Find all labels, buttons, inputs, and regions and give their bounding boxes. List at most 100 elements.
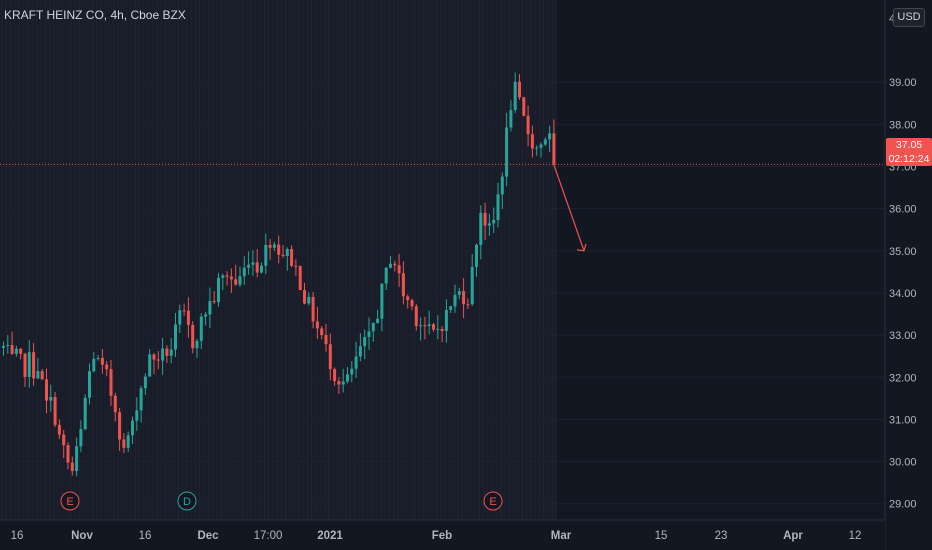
candle-body — [96, 357, 100, 359]
candle-body — [509, 110, 513, 128]
candle-body — [505, 127, 509, 177]
candle-body — [500, 176, 504, 195]
candle-body — [191, 324, 195, 349]
candle-body — [23, 353, 27, 377]
candle-body — [105, 364, 109, 370]
candle-body — [380, 283, 384, 319]
candle-body — [53, 396, 57, 425]
candle-body — [113, 395, 117, 413]
candle-body — [363, 337, 367, 347]
candle-body — [475, 244, 478, 267]
candle-body — [27, 352, 31, 377]
candle-body — [440, 328, 444, 331]
candle-body — [268, 244, 272, 248]
candle-body — [75, 446, 79, 472]
x-tick-label: Nov — [71, 530, 93, 542]
candle-body — [294, 265, 298, 267]
candle-body — [251, 262, 255, 265]
candle-body — [492, 219, 496, 224]
candle-body — [513, 81, 517, 111]
candle-body — [298, 266, 302, 291]
symbol-title: KRAFT HEINZ CO, 4h, Cboe BZX — [4, 8, 186, 22]
candle-body — [131, 420, 134, 436]
x-tick-label: Apr — [783, 530, 803, 542]
candle-body — [303, 290, 306, 304]
candle-body — [466, 304, 470, 306]
candle-body — [178, 310, 182, 325]
candle-body — [367, 331, 371, 338]
candle-body — [354, 356, 358, 369]
candle-body — [470, 266, 474, 305]
candle-body — [548, 133, 552, 140]
y-tick-label: 34.00 — [889, 288, 917, 300]
candle-body — [358, 346, 362, 357]
candle-body — [522, 97, 526, 116]
candle-body — [432, 324, 435, 330]
candle-body — [83, 397, 87, 430]
y-tick-label: 39.00 — [889, 77, 917, 89]
candle-body — [543, 139, 547, 145]
candle-body — [384, 267, 388, 284]
candle-body — [328, 344, 332, 370]
currency-button[interactable]: USD — [893, 8, 925, 27]
candle-body — [122, 439, 126, 448]
event-marker-dividend[interactable] — [177, 491, 197, 511]
candle-body — [427, 324, 431, 326]
candle-body — [238, 276, 242, 285]
candle-body — [143, 376, 147, 389]
drawing-arrow[interactable] — [552, 162, 585, 252]
candle-body — [135, 410, 139, 421]
y-tick-label: 36.00 — [889, 204, 917, 216]
candle-body — [535, 147, 539, 149]
candle-body — [479, 212, 483, 245]
candle-body — [88, 371, 91, 398]
candle-body — [6, 345, 10, 347]
x-tick-label: 23 — [715, 530, 728, 542]
candle-body — [453, 294, 457, 307]
candle-body — [350, 368, 354, 375]
x-tick-label: 17:00 — [254, 530, 283, 542]
candle-body — [212, 301, 216, 303]
y-tick-label: 32.00 — [889, 372, 917, 384]
candle-body — [2, 345, 5, 348]
candle-body — [376, 318, 380, 323]
candle-body — [462, 291, 466, 305]
candle-body — [277, 244, 281, 255]
x-tick-label: Dec — [197, 530, 219, 542]
candle-body — [496, 194, 500, 220]
price-axis[interactable] — [885, 0, 932, 550]
x-tick-label: 16 — [11, 530, 24, 542]
candle-body — [161, 348, 165, 361]
y-tick-label-top: 4 — [889, 13, 895, 25]
y-tick-label: 31.00 — [889, 414, 917, 426]
candle-body — [247, 264, 251, 268]
candle-body — [19, 348, 23, 354]
candle-body — [315, 321, 319, 329]
candle-body — [14, 348, 18, 354]
candle-body — [109, 369, 113, 396]
candle-body — [436, 328, 440, 330]
candle-body — [518, 81, 521, 98]
candle-body — [225, 275, 229, 277]
candle-body — [10, 345, 14, 354]
candle-body — [199, 316, 203, 341]
candle-body — [126, 435, 130, 448]
candle-body — [401, 273, 405, 297]
candle-body — [371, 322, 375, 332]
candle-body — [457, 291, 461, 295]
candle-body — [281, 254, 285, 257]
event-marker-label: E — [489, 496, 496, 508]
event-marker-earnings[interactable] — [60, 491, 80, 511]
event-marker-label: E — [66, 496, 73, 508]
candle-body — [307, 296, 311, 304]
event-marker-earnings[interactable] — [483, 491, 503, 511]
candle-body — [229, 276, 233, 280]
time-axis[interactable] — [0, 520, 885, 550]
x-tick-label: 15 — [655, 530, 668, 542]
candle-body — [483, 212, 487, 226]
candle-body — [414, 306, 418, 326]
candle-body — [221, 275, 225, 278]
candle-body — [272, 244, 276, 248]
